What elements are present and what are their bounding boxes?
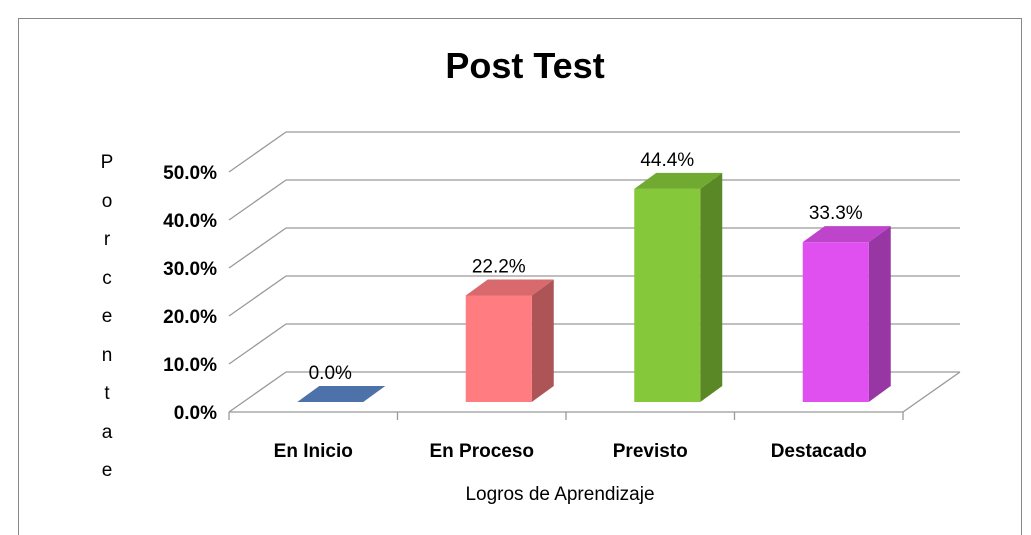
bar (634, 188, 701, 402)
bar-top (465, 279, 554, 296)
bar-top (802, 226, 891, 243)
value-label: 33.3% (809, 203, 863, 224)
chart-title: Post Test (445, 45, 604, 86)
bar-side (868, 226, 891, 402)
y-tick-label: 30.0% (163, 259, 217, 280)
grid-line (228, 227, 287, 269)
x-tick-label: En Inicio (274, 441, 353, 462)
y-tick-label: 50.0% (163, 163, 217, 184)
bar-side (531, 279, 554, 402)
grid-line (228, 179, 287, 221)
grid-line (228, 131, 287, 173)
x-tick-label: Destacado (771, 441, 867, 462)
value-label: 44.4% (640, 150, 694, 171)
grid-line (228, 275, 287, 317)
y-axis-label: Porcentae (100, 152, 114, 481)
grid-line (228, 371, 287, 413)
y-tick-label: 0.0% (174, 403, 217, 424)
grid-line (228, 323, 287, 365)
bar (465, 295, 532, 402)
y-tick-label: 20.0% (163, 307, 217, 328)
x-tick-label: Previsto (613, 441, 688, 462)
axis-line (902, 371, 961, 413)
bar-top (634, 172, 723, 189)
bar-side (700, 172, 723, 402)
bar-top (297, 386, 386, 402)
y-tick-label: 10.0% (163, 355, 217, 376)
y-tick-label: 40.0% (163, 211, 217, 232)
value-label: 22.2% (472, 256, 526, 277)
chart-frame (18, 18, 1022, 535)
x-tick-label: En Proceso (429, 441, 534, 462)
value-label: 0.0% (309, 363, 352, 384)
bar (802, 242, 869, 402)
x-axis-label: Logros de Aprendizaje (465, 484, 654, 505)
